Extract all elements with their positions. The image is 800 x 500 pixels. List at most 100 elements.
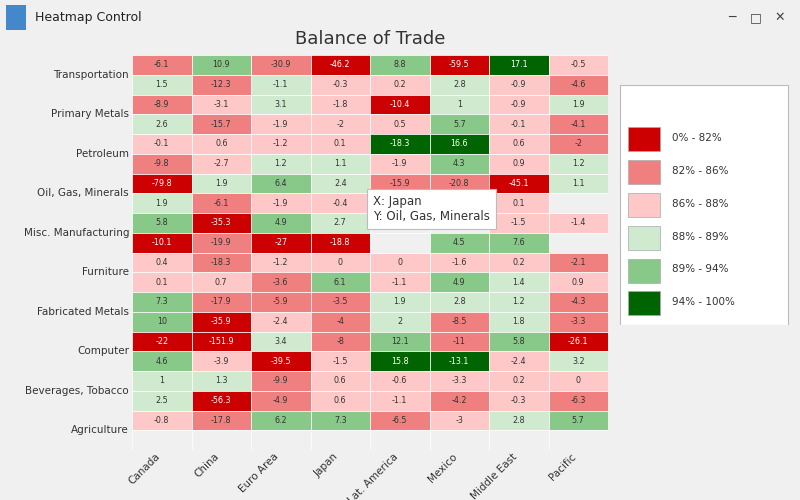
- Bar: [370, 134, 430, 154]
- Text: Computer: Computer: [77, 346, 129, 356]
- Text: 3.2: 3.2: [572, 356, 585, 366]
- Text: 0: 0: [398, 258, 402, 267]
- Text: Heatmap Control: Heatmap Control: [35, 11, 142, 24]
- Bar: [370, 154, 430, 174]
- Text: 1.9: 1.9: [394, 298, 406, 306]
- Bar: [489, 272, 549, 292]
- Bar: [191, 371, 251, 391]
- Bar: [191, 410, 251, 430]
- Text: -4.6: -4.6: [570, 80, 586, 89]
- Bar: [549, 391, 608, 410]
- Text: 4.5: 4.5: [453, 238, 466, 247]
- Bar: [191, 233, 251, 252]
- Text: -2.4: -2.4: [273, 317, 289, 326]
- Text: Primary Metals: Primary Metals: [51, 110, 129, 119]
- Bar: [310, 312, 370, 332]
- Text: -56.3: -56.3: [211, 396, 231, 405]
- Bar: [132, 174, 191, 193]
- Bar: [489, 174, 549, 193]
- Bar: [489, 114, 549, 134]
- Bar: [370, 74, 430, 94]
- Bar: [489, 312, 549, 332]
- Text: 0.4: 0.4: [155, 258, 168, 267]
- Text: -4.1: -4.1: [570, 120, 586, 128]
- Text: 0.2: 0.2: [513, 376, 525, 386]
- Bar: [370, 272, 430, 292]
- Text: -2: -2: [574, 140, 582, 148]
- Text: 0.1: 0.1: [513, 198, 525, 207]
- Text: -18.3: -18.3: [390, 140, 410, 148]
- Text: -2.7: -2.7: [214, 159, 229, 168]
- Text: 7.3: 7.3: [155, 298, 168, 306]
- Bar: [132, 74, 191, 94]
- Bar: [310, 430, 370, 450]
- Text: 0.7: 0.7: [215, 278, 227, 286]
- Text: -1.2: -1.2: [273, 140, 289, 148]
- Bar: [132, 351, 191, 371]
- Bar: [549, 371, 608, 391]
- Text: -0.8: -0.8: [154, 416, 170, 425]
- Bar: [310, 193, 370, 213]
- Text: 2.8: 2.8: [453, 298, 466, 306]
- Text: -10.1: -10.1: [151, 238, 172, 247]
- Text: 7.6: 7.6: [513, 238, 525, 247]
- Bar: [549, 213, 608, 233]
- Text: 0.6: 0.6: [513, 140, 525, 148]
- Text: 6.1: 6.1: [334, 278, 346, 286]
- Text: Misc. Manufacturing: Misc. Manufacturing: [23, 228, 129, 238]
- Text: -1.4: -1.4: [570, 218, 586, 228]
- Text: -11: -11: [453, 337, 466, 346]
- Bar: [489, 371, 549, 391]
- Text: -1.1: -1.1: [273, 80, 289, 89]
- Text: 2.8: 2.8: [513, 416, 525, 425]
- Text: 82% - 86%: 82% - 86%: [672, 166, 729, 176]
- Text: 1.1: 1.1: [572, 179, 585, 188]
- Bar: [310, 114, 370, 134]
- Text: 4.9: 4.9: [453, 278, 466, 286]
- Text: 3.4: 3.4: [274, 337, 287, 346]
- Bar: [489, 55, 549, 74]
- Text: -8.9: -8.9: [154, 100, 170, 109]
- Bar: [549, 292, 608, 312]
- Text: -9.9: -9.9: [273, 376, 289, 386]
- Text: -18.3: -18.3: [211, 258, 231, 267]
- Text: 0.2: 0.2: [394, 80, 406, 89]
- Bar: [430, 55, 489, 74]
- Text: -0.6: -0.6: [392, 376, 407, 386]
- Bar: [310, 74, 370, 94]
- Bar: [132, 193, 191, 213]
- Text: Fabricated Metals: Fabricated Metals: [37, 306, 129, 317]
- Text: Agriculture: Agriculture: [71, 425, 129, 435]
- Bar: [310, 272, 370, 292]
- Text: 0: 0: [576, 376, 581, 386]
- Bar: [370, 55, 430, 74]
- Bar: [628, 292, 660, 316]
- Bar: [489, 74, 549, 94]
- Text: 1.9: 1.9: [155, 198, 168, 207]
- Text: -1.9: -1.9: [273, 120, 289, 128]
- Bar: [549, 94, 608, 114]
- Bar: [132, 430, 191, 450]
- Bar: [251, 410, 310, 430]
- Text: Furniture: Furniture: [82, 267, 129, 277]
- Text: 1.2: 1.2: [274, 159, 287, 168]
- Text: -0.5: -0.5: [570, 60, 586, 70]
- Text: 3.1: 3.1: [274, 100, 287, 109]
- Bar: [430, 174, 489, 193]
- Bar: [310, 174, 370, 193]
- Bar: [191, 252, 251, 272]
- Text: 1.9: 1.9: [215, 179, 227, 188]
- Bar: [489, 193, 549, 213]
- Bar: [549, 272, 608, 292]
- Bar: [310, 292, 370, 312]
- Bar: [132, 154, 191, 174]
- Bar: [132, 55, 191, 74]
- Bar: [489, 351, 549, 371]
- Title: Balance of Trade: Balance of Trade: [295, 30, 445, 48]
- Bar: [310, 213, 370, 233]
- Bar: [191, 154, 251, 174]
- Text: -15.7: -15.7: [211, 120, 231, 128]
- Text: -79.8: -79.8: [151, 179, 172, 188]
- Bar: [132, 272, 191, 292]
- Bar: [251, 154, 310, 174]
